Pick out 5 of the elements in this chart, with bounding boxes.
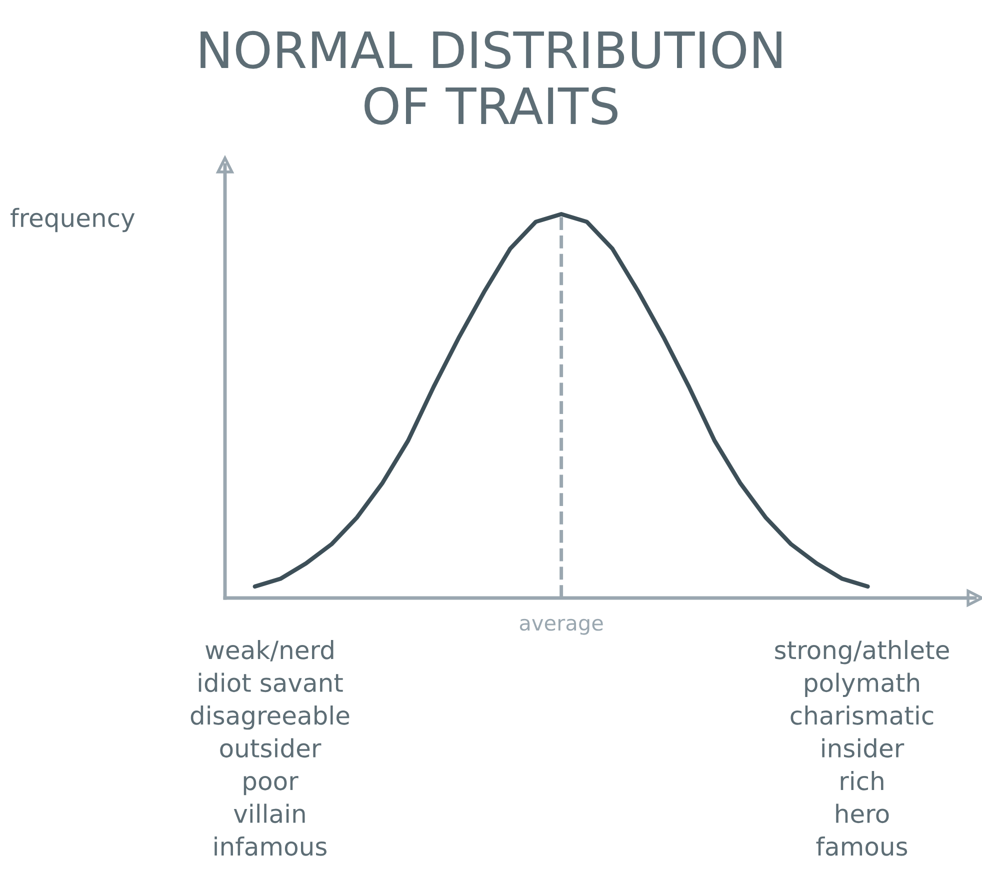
y-axis-title: frequency bbox=[10, 208, 135, 232]
text: average bbox=[520, 618, 603, 635]
text: weak/nerd idiot savant disagreeable outsider poor villain infamous bbox=[190, 640, 350, 856]
text: strong/athlete polymath charismatic insider rich hero famous bbox=[775, 640, 949, 856]
chart-title: NORMAL DISTRIBUTION OF TRAITS bbox=[200, 30, 782, 125]
